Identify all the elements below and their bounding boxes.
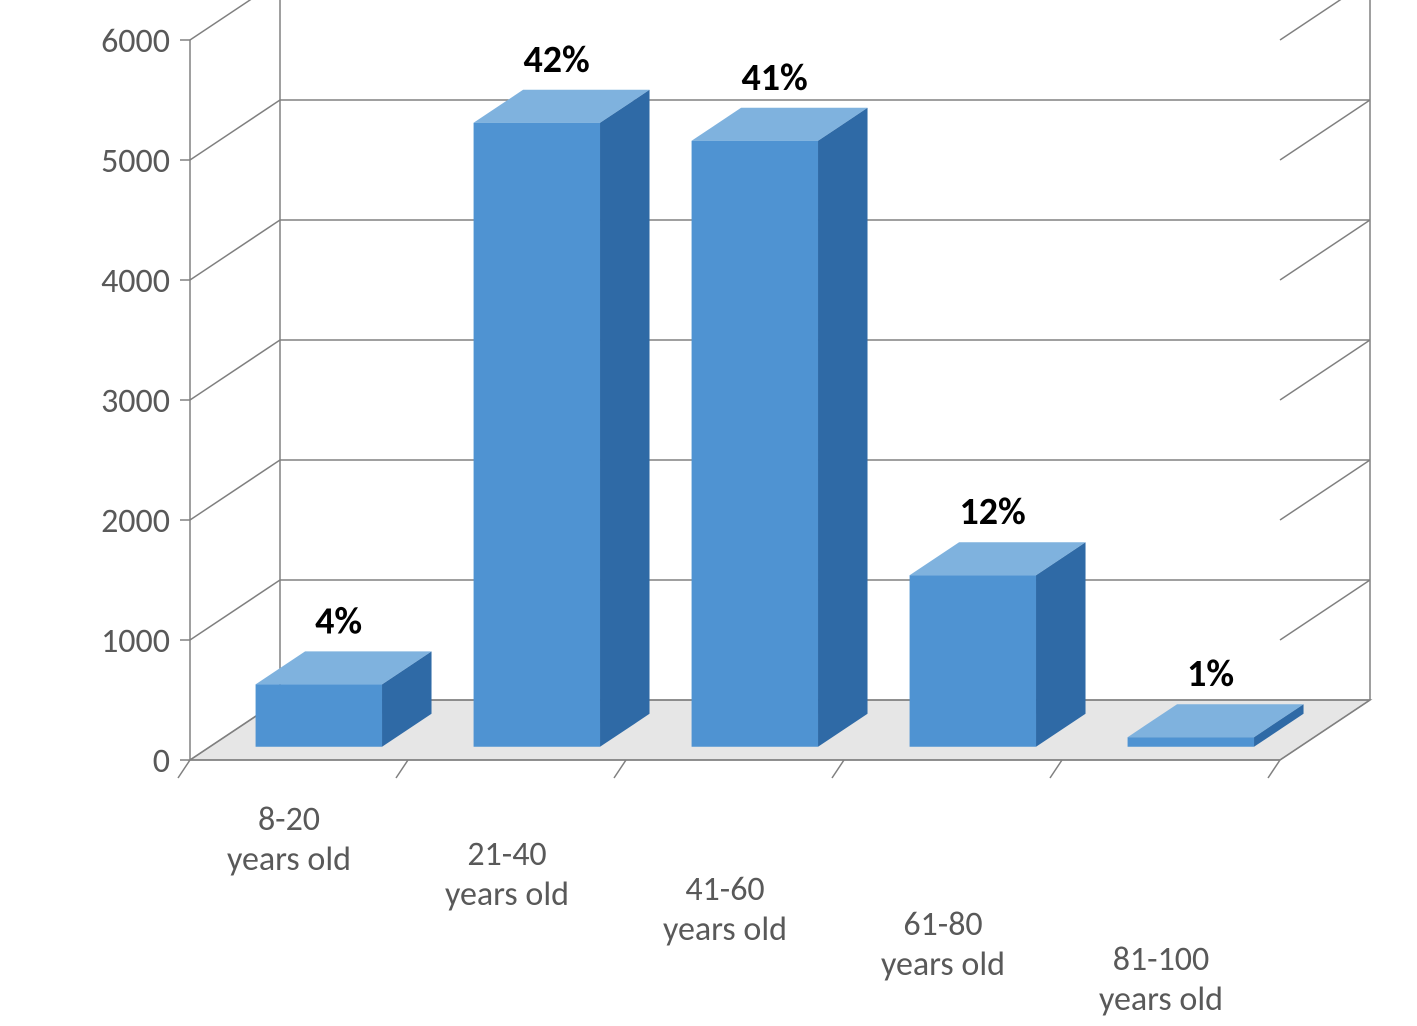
category-label-line1: 81-100 — [1113, 939, 1210, 980]
bar-data-label: 12% — [959, 489, 1025, 535]
y-tick-label: 4000 — [101, 261, 170, 302]
category-tick — [1268, 760, 1280, 778]
gridline-side — [190, 100, 280, 160]
y-tick-label: 2000 — [101, 501, 170, 542]
category-label-line2: years old — [663, 909, 787, 950]
bar-front — [256, 684, 382, 746]
bar — [474, 90, 650, 747]
category-label-line2: years old — [227, 839, 351, 880]
bar-data-label: 1% — [1187, 651, 1234, 697]
category-tick — [396, 760, 408, 778]
category-tick — [1050, 760, 1062, 778]
bar-data-label: 42% — [523, 37, 589, 83]
bar-front — [692, 141, 818, 747]
gridline-side — [190, 220, 280, 280]
bar — [910, 542, 1086, 747]
y-tick-label: 6000 — [101, 21, 170, 62]
gridline-side — [190, 460, 280, 520]
gridline-right — [1280, 220, 1370, 280]
age-distribution-bar-chart: 0 1000 2000 3000 4000 5000 6000 4% 42% 41% 12% 1% 8-… — [0, 0, 1417, 1026]
gridline-right — [1280, 340, 1370, 400]
gridline-right — [1280, 100, 1370, 160]
category-label-line1: 21-40 — [467, 834, 546, 875]
y-tick-label: 5000 — [101, 141, 170, 182]
bar-front — [1128, 737, 1254, 747]
y-tick-label: 1000 — [101, 621, 170, 662]
category-label-line1: 61-80 — [903, 904, 982, 945]
gridline-right — [1280, 0, 1370, 40]
bar-side — [1036, 542, 1086, 747]
category-label-line2: years old — [445, 874, 569, 915]
bar-side — [818, 108, 868, 747]
category-label-line1: 41-60 — [685, 869, 764, 910]
bar-front — [474, 123, 600, 747]
bar-data-label: 4% — [315, 598, 362, 644]
y-tick-label: 3000 — [101, 381, 170, 422]
bar-front — [910, 575, 1036, 747]
y-tick-label: 0 — [153, 741, 170, 782]
bar — [692, 108, 868, 747]
category-label-line1: 8-20 — [258, 799, 320, 840]
category-label-line2: years old — [881, 944, 1005, 985]
gridline-side — [190, 340, 280, 400]
gridline-side — [190, 0, 280, 40]
bar-data-label: 41% — [741, 55, 807, 101]
category-tick — [614, 760, 626, 778]
category-label-line2: years old — [1099, 979, 1223, 1020]
gridline-right — [1280, 460, 1370, 520]
gridline-side — [190, 580, 280, 640]
category-tick — [832, 760, 844, 778]
bar-side — [600, 90, 650, 747]
category-tick — [178, 760, 190, 778]
gridline-right — [1280, 580, 1370, 640]
